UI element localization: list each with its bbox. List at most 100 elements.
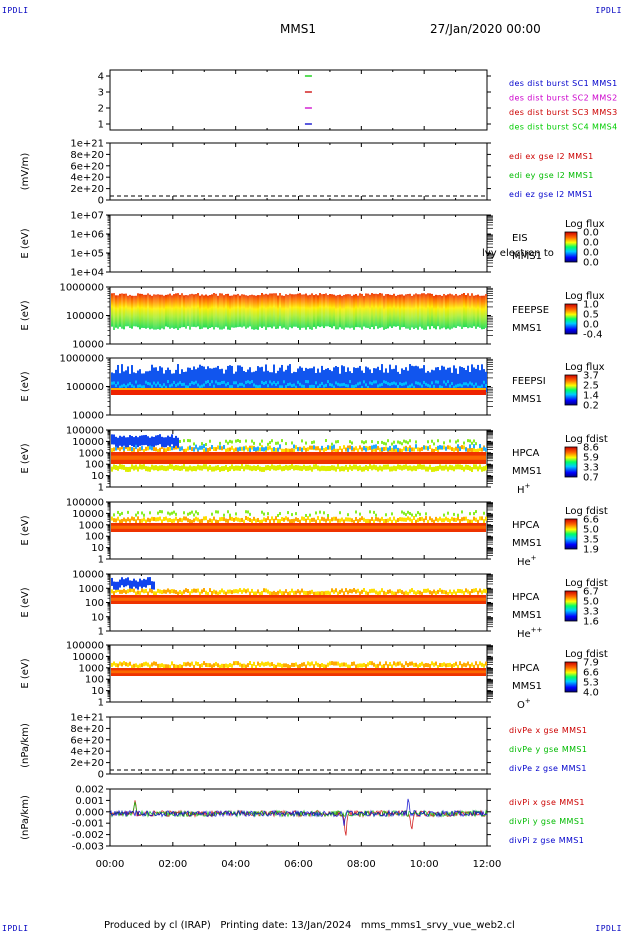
heat-cell <box>417 664 419 669</box>
heat-cell <box>419 590 421 595</box>
heat-cell <box>409 512 411 516</box>
heat-column <box>213 293 215 330</box>
heat-column <box>447 294 449 329</box>
heat-column <box>125 578 127 587</box>
heat-cell <box>309 518 311 523</box>
colorbar-title: Log flux <box>565 362 605 373</box>
heat-column <box>173 437 175 448</box>
heat-cell <box>373 464 375 470</box>
heat-cell <box>191 510 193 514</box>
heat-cell <box>383 519 385 524</box>
heat-column <box>187 295 189 327</box>
heat-cell <box>323 664 325 669</box>
heat-cell <box>415 444 417 449</box>
heat-cell <box>481 384 483 388</box>
heat-cell <box>243 663 245 668</box>
heat-cell <box>445 382 447 386</box>
heat-cell <box>393 591 395 596</box>
heat-cell <box>271 447 273 452</box>
heat-cell <box>457 513 459 517</box>
heat-column <box>379 293 381 328</box>
heat-cell <box>485 516 487 521</box>
heat-cell <box>285 385 287 389</box>
heat-cell <box>155 383 157 387</box>
heat-column <box>147 436 149 447</box>
heat-cell <box>163 448 165 453</box>
heat-cell <box>167 518 169 523</box>
heat-column <box>291 294 293 329</box>
heat-cell <box>263 588 265 593</box>
heat-cell <box>149 588 151 593</box>
heat-column <box>351 373 353 392</box>
heat-column <box>117 581 119 590</box>
heat-column <box>227 365 229 392</box>
heat-cell <box>389 517 391 522</box>
heat-cell <box>179 466 181 472</box>
colorbar-tick-label: 1.0 <box>583 300 599 311</box>
heat-cell <box>341 517 343 522</box>
heat-cell <box>225 464 227 470</box>
heat-cell <box>271 591 273 596</box>
heat-cell <box>449 439 451 443</box>
heat-cell <box>399 448 401 453</box>
heat-cell <box>265 518 267 523</box>
heat-cell <box>263 447 265 452</box>
y-tick-label: 10000 <box>72 411 104 422</box>
heat-cell <box>349 517 351 522</box>
heat-cell <box>149 466 151 472</box>
y-tick-label: 1000 <box>79 520 104 531</box>
heat-cell <box>333 447 335 452</box>
heat-cell <box>249 512 251 516</box>
heat-column <box>333 367 335 392</box>
heat-cell <box>171 511 173 515</box>
heat-cell <box>361 516 363 521</box>
heat-cell <box>343 466 345 472</box>
heat-cell <box>385 446 387 451</box>
heat-column <box>387 294 389 329</box>
heat-column <box>163 295 165 330</box>
y-axis-label: E (eV) <box>20 443 31 473</box>
heat-cell <box>137 511 139 515</box>
heat-column <box>151 295 153 329</box>
colorbar-tick-label: 3.3 <box>583 607 599 618</box>
corner-tag-left: IPDLI <box>2 6 29 15</box>
heat-cell <box>179 664 181 669</box>
heat-cell <box>265 588 267 593</box>
heat-cell <box>283 380 285 384</box>
heat-cell <box>185 448 187 453</box>
panel-frame <box>109 214 488 273</box>
heat-cell <box>371 382 373 386</box>
heat-cell <box>327 662 329 667</box>
heat-cell <box>143 589 145 594</box>
heat-cell <box>483 588 485 593</box>
x-tick-label: 02:00 <box>158 859 187 870</box>
heat-cell <box>441 445 443 450</box>
heat-column <box>151 364 153 392</box>
heat-cell <box>253 447 255 452</box>
heat-cell <box>179 447 181 452</box>
heat-cell <box>203 383 205 387</box>
heat-column <box>363 295 365 327</box>
heat-cell <box>147 382 149 386</box>
heat-cell <box>473 588 475 593</box>
heat-cell <box>243 466 245 472</box>
heat-column <box>299 293 301 330</box>
heat-cell <box>261 466 263 472</box>
heat-cell <box>431 439 433 443</box>
y-tick-label: 1 <box>98 120 104 131</box>
heat-cell <box>373 510 375 514</box>
heat-cell <box>159 589 161 594</box>
heat-cell <box>193 664 195 669</box>
heat-cell <box>435 466 437 472</box>
heat-column <box>277 295 279 329</box>
colorbar-tick-label: 0.2 <box>583 401 599 412</box>
heat-cell <box>339 466 341 472</box>
heat-cell <box>271 382 273 386</box>
heat-cell <box>233 381 235 385</box>
heat-cell <box>455 384 457 388</box>
heat-cell <box>443 465 445 471</box>
heat-cell <box>425 512 427 516</box>
colorbar-tick-label: 4.0 <box>583 688 599 699</box>
heat-cell <box>189 519 191 524</box>
heat-column <box>321 294 323 327</box>
